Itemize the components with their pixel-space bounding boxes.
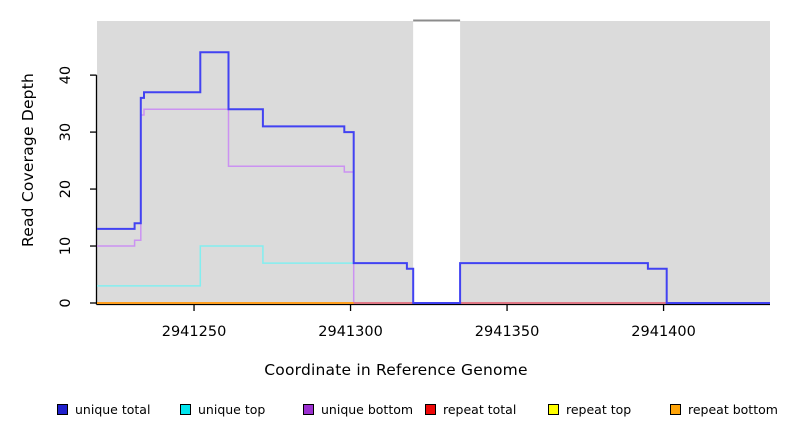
unique-bottom-swatch-icon: [303, 403, 314, 415]
legend-label: unique bottom: [321, 401, 414, 417]
series-line-unique-total: [97, 51, 770, 304]
y-tick-label: 30: [58, 123, 74, 141]
legend-label: repeat bottom: [688, 401, 778, 417]
x-tick-label: 2941250: [162, 324, 227, 340]
repeat-bottom-swatch-icon: [670, 403, 681, 415]
legend-item-repeat-top: repeat top: [548, 401, 631, 417]
unique-top-swatch-icon: [180, 403, 191, 415]
x-tick-label: 2941350: [475, 324, 540, 340]
y-tick-label: 10: [58, 237, 74, 255]
x-tick-label: 2941400: [631, 324, 696, 340]
plot-background-region: [97, 21, 414, 303]
y-axis-title: Read Coverage Depth: [19, 72, 37, 248]
unique-total-swatch-icon: [57, 403, 68, 415]
series-line-unique-bottom: [97, 108, 770, 304]
y-tick-label: 40: [58, 66, 74, 84]
legend-label: unique total: [75, 401, 151, 417]
y-tick-label: 20: [58, 180, 74, 198]
repeat-total-swatch-icon: [425, 403, 436, 415]
legend: unique total unique top unique bottom re…: [0, 398, 792, 424]
plot-background-region: [460, 21, 770, 303]
legend-item-unique-bottom: unique bottom: [303, 401, 413, 417]
coverage-plot: 2941250 2941300 2941350 2941400 0 10 20 30 40: [58, 19, 770, 340]
repeat-top-swatch-icon: [548, 403, 559, 415]
y-tick-label: 0: [58, 298, 74, 307]
legend-label: unique top: [198, 401, 266, 417]
legend-item-repeat-total: repeat total: [425, 401, 516, 417]
x-tick-label: 2941300: [318, 324, 383, 340]
legend-item-unique-top: unique top: [180, 401, 265, 417]
x-axis-title: Coordinate in Reference Genome: [264, 361, 528, 379]
legend-item-repeat-bottom: repeat bottom: [670, 401, 778, 417]
legend-label: repeat total: [443, 401, 517, 417]
legend-item-unique-total: unique total: [57, 401, 150, 417]
legend-label: repeat top: [566, 401, 632, 417]
